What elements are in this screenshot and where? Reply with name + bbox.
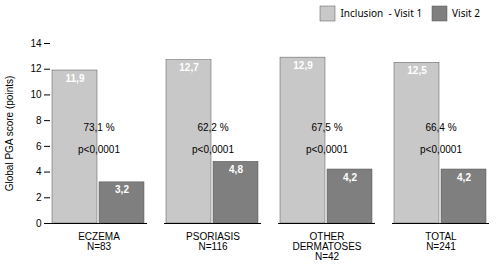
svg-text:4,2: 4,2 [457,172,471,183]
svg-text:62,2 %: 62,2 % [197,122,228,133]
svg-text:p<0,0001: p<0,0001 [78,144,120,155]
svg-text:12: 12 [30,63,42,74]
svg-text:12,9: 12,9 [293,60,313,71]
svg-text:6: 6 [36,141,42,152]
svg-text:4,8: 4,8 [229,164,243,175]
svg-text:2: 2 [36,192,42,203]
svg-text:p<0,0001: p<0,0001 [306,144,348,155]
svg-text:12,7: 12,7 [179,62,199,73]
svg-text:67,5 %: 67,5 % [311,122,342,133]
svg-text:10: 10 [30,89,42,100]
svg-text:4: 4 [36,166,42,177]
svg-text:66,4 %: 66,4 % [425,122,456,133]
svg-text:11,9: 11,9 [66,73,85,84]
html-text:Inclusion - Visit 1: Inclusion - Visit 1 [340,6,423,20]
svg-text:OTHERDERMATOSESN=42: OTHERDERMATOSESN=42 [292,231,361,262]
svg-text:73,1 %: 73,1 % [83,122,114,133]
html-text:Visit 2: Visit 2 [452,6,480,20]
svg-text:14: 14 [30,38,42,49]
svg-text:12,5: 12,5 [407,65,427,76]
svg-text:p<0,0001: p<0,0001 [420,144,462,155]
svg-text:Global PGA score (points): Global PGA score (points) [4,76,15,192]
svg-text:0: 0 [36,218,42,229]
svg-text:ECZEMAN=83: ECZEMAN=83 [78,231,120,252]
svg-text:8: 8 [36,115,42,126]
svg-text:TOTALN=241: TOTALN=241 [425,231,457,252]
svg-text:PSORIASISN=116: PSORIASISN=116 [186,231,240,252]
svg-text:4,2: 4,2 [343,172,357,183]
svg-text:3,2: 3,2 [115,184,129,195]
svg-text:p<0,0001: p<0,0001 [192,144,234,155]
